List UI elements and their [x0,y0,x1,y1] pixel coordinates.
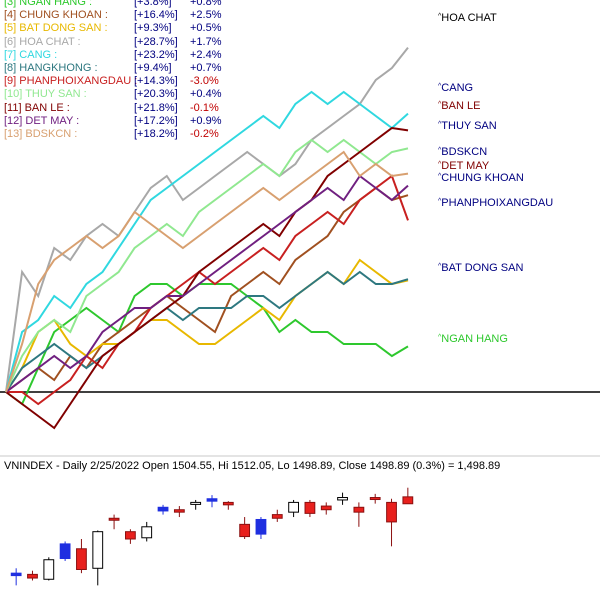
legend-name: [3] NGAN HANG : [4,0,93,8]
candle-body [92,531,104,569]
legend-row: [8] HANGKHONG : [+9.4%] +0.7% [4,62,264,75]
legend-name: [13] BDSKCN : [4,127,78,140]
candle-body [304,501,316,514]
legend-pct: [+9.4%] [134,61,172,74]
legend-name: [6] HOA CHAT : [4,35,81,48]
candle-body [402,496,414,505]
legend-row: [11] BAN LE : [+21.8%] -0.1% [4,102,264,115]
legend-name: [7] CANG : [4,48,58,61]
legend-row: [12] DET MAY : [+17.2%] +0.9% [4,115,264,128]
legend-chg: +2.4% [190,48,222,61]
legend-row: [4] CHUNG KHOAN : [+16.4%] +2.5% [4,9,264,22]
legend-chg: +0.9% [190,114,222,127]
candle-body [369,497,381,501]
series-line-det-may [5,174,409,393]
legend-pct: [+23.2%] [134,48,178,61]
series-group [5,46,409,430]
legend-chg: -0.2% [190,127,219,140]
legend-row: [7] CANG : [+23.2%] +2.4% [4,49,264,62]
legend-row: [10] THUY SAN : [+20.3%] +0.4% [4,88,264,101]
legend-chg: +0.7% [190,61,222,74]
legend-name: [12] DET MAY : [4,114,80,127]
legend-pct: [+18.2%] [134,127,178,140]
candle-body [173,509,185,513]
legend-row: [9] PHANPHOIXANGDAU : [+14.3%] -3.0% [4,75,264,88]
legend-pct: [+3.8%] [134,0,172,8]
legend-pct: [+21.8%] [134,101,178,114]
legend-row: [13] BDSKCN : [+18.2%] -0.2% [4,128,264,141]
legend-chg: +1.7% [190,35,222,48]
candle-body [271,514,283,519]
legend-name: [9] PHANPHOIXANGDAU : [4,75,138,88]
candle-body [288,501,299,513]
legend-name: [5] BAT DONG SAN : [4,22,108,35]
legend-chg: +0.8% [190,0,222,8]
candle-body [239,523,251,538]
legend-chg: -3.0% [190,75,219,88]
legend-name: [11] BAN LE : [4,101,70,114]
legend-pct: [+17.2%] [134,114,178,127]
candle-body [386,501,397,523]
series-line-hangkhong [5,270,409,393]
legend-pct: [+14.3%] [134,75,178,88]
candle-body [141,526,153,539]
candles-group [10,487,414,586]
legend-pct: [+9.3%] [134,22,172,35]
series-line-bdskcn [5,150,409,393]
legend-name: [10] THUY SAN : [4,88,87,101]
legend-pct: [+16.4%] [134,9,178,22]
legend: [3] NGAN HANG : [+3.8%] +0.8% [4] CHUNG KHO… [4,0,264,141]
legend-chg: -0.1% [190,101,219,114]
series-line-thuy-san [5,138,409,393]
candle-body [76,548,87,571]
candle-body [206,498,218,502]
candle-body [59,543,71,560]
candle-body [353,506,365,513]
candle-body [190,501,202,505]
candle-body [10,572,22,577]
legend-pct: [+28.7%] [134,35,178,48]
candle-body [222,501,234,506]
legend-chg: +0.4% [190,88,222,101]
candle-body [125,531,136,540]
legend-chg: +2.5% [190,9,222,22]
legend-name: [4] CHUNG KHOAN : [4,9,108,22]
legend-chg: +0.5% [190,22,222,35]
candle-body [320,505,332,511]
legend-row: [6] HOA CHAT : [+28.7%] +1.7% [4,36,264,49]
candle-title: VNINDEX - Daily 2/25/2022 Open 1504.55, … [4,460,501,472]
series-line-ngan-hang [5,283,409,406]
legend-row: [3] NGAN HANG : [+3.8%] +0.8% [4,0,264,9]
candle-body [255,518,267,535]
legend-pct: [+20.3%] [134,88,178,101]
series-line-cang [5,90,409,393]
series-line-hoa-chat [5,46,409,393]
candle-body [157,506,169,512]
candle-body [27,573,38,579]
legend-row: [5] BAT DONG SAN : [+9.3%] +0.5% [4,22,264,35]
legend-name: [8] HANGKHONG : [4,61,98,74]
candle-body [108,517,120,521]
series-line-ban-le [5,126,409,430]
candle-body [337,497,348,501]
candle-body [43,559,55,580]
